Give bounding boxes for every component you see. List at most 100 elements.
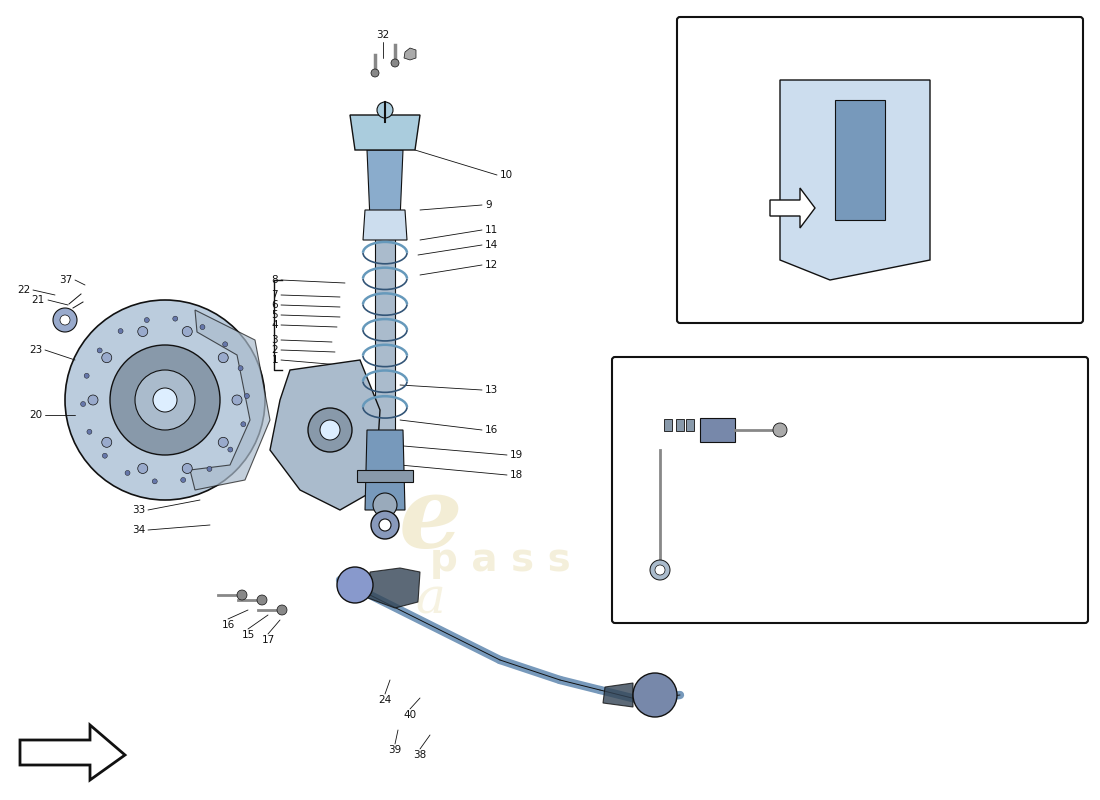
Circle shape [207,466,212,471]
Polygon shape [350,115,420,150]
Circle shape [138,463,147,474]
Circle shape [373,493,397,517]
Circle shape [180,478,186,482]
Circle shape [118,329,123,334]
Text: p a s s: p a s s [430,541,571,579]
Text: 3: 3 [272,335,278,345]
Circle shape [218,353,228,362]
Text: 5: 5 [272,310,278,320]
Circle shape [371,511,399,539]
Bar [686,419,694,431]
Text: 37: 37 [58,275,72,285]
Circle shape [65,300,265,500]
Text: 30: 30 [648,410,661,420]
Polygon shape [603,683,632,707]
Circle shape [53,308,77,332]
Circle shape [377,522,393,538]
Text: 4: 4 [272,320,278,330]
Text: a: a [415,575,444,625]
Circle shape [80,402,86,406]
Circle shape [371,69,380,77]
Text: 40: 40 [404,710,417,720]
Circle shape [232,395,242,405]
Text: 8: 8 [272,275,278,285]
Text: 9: 9 [485,200,492,210]
Text: 31: 31 [634,410,647,420]
Text: 7: 7 [272,290,278,300]
Circle shape [632,673,676,717]
Text: 30: 30 [648,565,661,575]
Circle shape [102,353,112,362]
Circle shape [183,326,192,337]
Polygon shape [365,430,405,510]
Text: 12: 12 [485,260,498,270]
Circle shape [241,422,245,426]
Polygon shape [270,360,380,510]
Text: 10: 10 [500,170,513,180]
Text: 33: 33 [132,505,145,515]
Text: 22: 22 [16,285,30,295]
Text: 39: 39 [388,745,401,755]
Circle shape [228,447,233,452]
Bar [835,100,886,220]
Circle shape [773,423,786,437]
Text: 23: 23 [29,345,42,355]
Text: e: e [398,472,462,568]
Circle shape [257,595,267,605]
Circle shape [244,394,250,398]
Text: 36: 36 [1071,30,1085,40]
Text: 19: 19 [510,450,524,460]
Text: 16: 16 [485,425,498,435]
Text: 13: 13 [485,385,498,395]
Polygon shape [404,48,416,60]
Circle shape [110,345,220,455]
Circle shape [377,102,393,118]
Text: 38: 38 [414,750,427,760]
Circle shape [238,366,243,370]
Text: 14: 14 [485,240,498,250]
Circle shape [60,315,70,325]
Text: 27: 27 [689,410,702,420]
Circle shape [88,395,98,405]
Text: 28: 28 [783,413,796,423]
Circle shape [308,408,352,452]
Text: 18: 18 [510,470,524,480]
Text: 34: 34 [132,525,145,535]
Bar [700,418,735,442]
Circle shape [654,565,666,575]
Circle shape [277,605,287,615]
Text: 15: 15 [241,630,254,640]
Text: 6: 6 [272,300,278,310]
Text: 2: 2 [272,345,278,355]
FancyBboxPatch shape [612,357,1088,623]
Bar [358,470,412,482]
Text: 16: 16 [221,620,234,630]
Circle shape [87,430,92,434]
Polygon shape [770,188,815,228]
Text: 21: 21 [32,295,45,305]
Text: 29: 29 [634,550,647,560]
Text: 25: 25 [1048,478,1062,488]
Polygon shape [367,150,403,220]
Circle shape [152,479,157,484]
Polygon shape [363,210,407,240]
Circle shape [173,316,178,321]
Circle shape [138,326,147,337]
Text: 24: 24 [378,695,392,705]
Polygon shape [368,568,420,608]
Circle shape [379,519,390,531]
Text: 20: 20 [29,410,42,420]
Circle shape [102,438,112,447]
Circle shape [102,454,108,458]
Circle shape [390,59,399,67]
Circle shape [320,420,340,440]
Text: 11: 11 [485,225,498,235]
Circle shape [183,463,192,474]
Circle shape [222,342,228,346]
Circle shape [153,388,177,412]
Circle shape [144,318,150,322]
Bar [676,419,684,431]
Polygon shape [780,80,930,280]
Text: 32: 32 [376,30,389,40]
Text: 1: 1 [272,355,278,365]
